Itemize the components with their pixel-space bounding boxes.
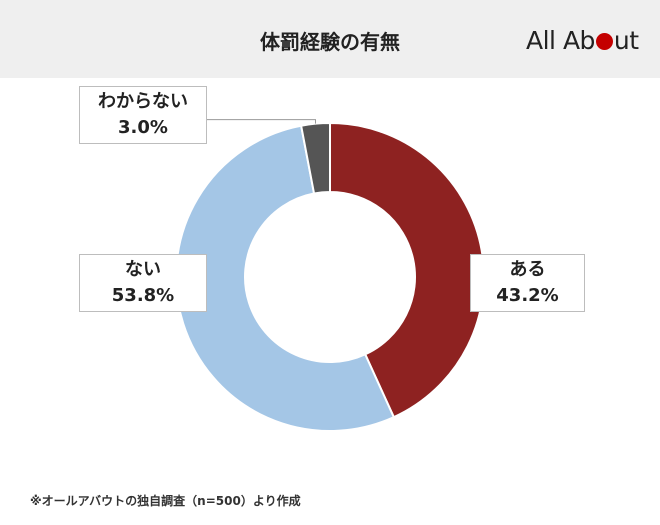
logo-dot [595, 33, 613, 50]
logo-text-1: All Ab [526, 26, 595, 55]
label-nai: ない 53.8% [79, 254, 207, 312]
header-bar [0, 0, 660, 78]
label-wakaranai: わからない 3.0% [79, 86, 207, 144]
slice-aru [329, 121, 485, 419]
slice-wakaranai [299, 121, 331, 195]
allabout-logo: All Ab ut [526, 26, 639, 56]
label-wakaranai-value: 3.0% [118, 117, 168, 138]
label-aru-category: ある [509, 259, 546, 280]
leader-line-wakaranai [205, 119, 317, 124]
slice-nai [175, 124, 396, 432]
label-aru: ある 43.2% [470, 254, 585, 312]
logo-text-2: ut [613, 26, 639, 55]
label-nai-value: 53.8% [111, 285, 175, 306]
label-wakaranai-category: わからない [98, 91, 188, 112]
label-nai-category: ない [125, 259, 161, 280]
chart-title: 体罰経験の有無 [260, 30, 400, 54]
source-footnote: ※オールアバウトの独自調査（n=500）より作成 [30, 494, 301, 508]
donut-chart [175, 119, 485, 432]
label-aru-value: 43.2% [496, 285, 559, 306]
